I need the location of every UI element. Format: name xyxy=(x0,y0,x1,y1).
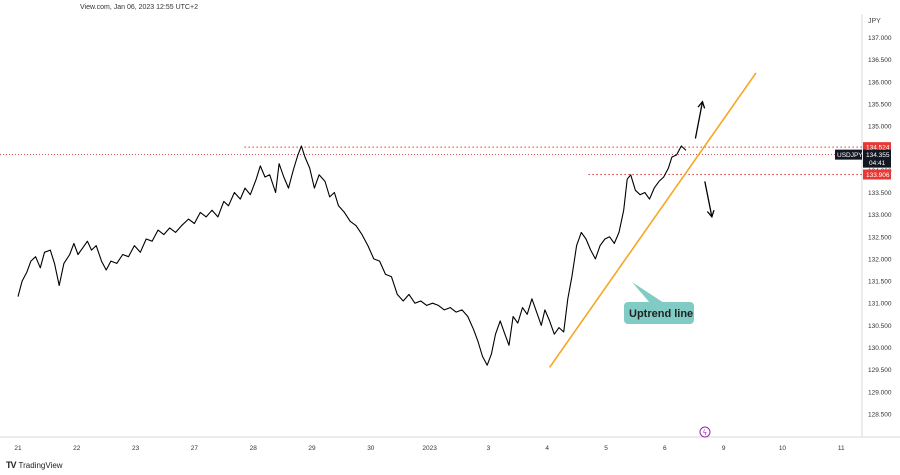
time-axis-labels: 21 22 23 27 28 29 30 2023 3 4 5 6 9 10 11 xyxy=(14,445,845,452)
x-tick-label: 5 xyxy=(604,445,608,452)
chart-header: View.com, Jan 06, 2023 12:55 UTC+2 xyxy=(80,4,198,11)
uptrend-line xyxy=(548,72,757,368)
support-price-text: 133.906 xyxy=(866,172,890,179)
brand-name: TradingView xyxy=(18,460,63,470)
resistance-price-text: 134.524 xyxy=(866,145,890,152)
x-tick-label: 29 xyxy=(308,445,316,452)
x-tick-label: 9 xyxy=(722,445,726,452)
y-tick-label: 129.500 xyxy=(868,367,892,374)
uptrend-line-layer[interactable] xyxy=(548,72,757,368)
x-tick-label: 23 xyxy=(132,445,140,452)
y-tick-label: 133.500 xyxy=(868,190,892,197)
y-tick-label: 131.500 xyxy=(868,279,892,286)
x-tick-label: 30 xyxy=(367,445,375,452)
callout-text: Uptrend line xyxy=(629,308,693,320)
callout-pointer xyxy=(632,282,664,303)
series-layer xyxy=(17,145,687,366)
y-tick-label: 129.000 xyxy=(868,389,892,396)
y-tick-label: 137.000 xyxy=(868,35,892,42)
tradingview-logo-icon: TV xyxy=(6,460,16,470)
y-tick-label: 135.500 xyxy=(868,101,892,108)
y-tick-label: 136.500 xyxy=(868,57,892,64)
x-tick-label: 21 xyxy=(14,445,22,452)
callout-box xyxy=(624,302,694,324)
price-axis-labels: 137.000136.500136.000135.500135.000134.0… xyxy=(868,35,892,418)
uptrend-callout: Uptrend line xyxy=(624,282,694,324)
y-tick-label: 133.000 xyxy=(868,212,892,219)
y-tick-label: 136.000 xyxy=(868,79,892,86)
y-tick-label: 132.500 xyxy=(868,234,892,241)
x-tick-label: 4 xyxy=(545,445,549,452)
symbol-text: USDJPY xyxy=(837,152,863,159)
arrow-up-icon xyxy=(697,100,706,109)
y-tick-label: 130.000 xyxy=(868,345,892,352)
horizontal-levels xyxy=(0,146,862,176)
x-tick-label: 28 xyxy=(250,445,258,452)
y-tick-label: 128.500 xyxy=(868,411,892,418)
x-tick-label: 27 xyxy=(191,445,199,452)
arrow-up-shaft xyxy=(694,101,704,139)
resistance-price-tag xyxy=(863,142,891,153)
y-tick-label: 135.000 xyxy=(868,124,892,131)
x-tick-label: 6 xyxy=(663,445,667,452)
current-price-text: 134.355 xyxy=(866,152,890,159)
arrow-down-icon xyxy=(706,209,715,219)
x-tick-label: 10 xyxy=(779,445,787,452)
price-unit-label: JPY xyxy=(868,18,881,25)
y-tick-label: 130.500 xyxy=(868,323,892,330)
tradingview-brand: TV TradingView xyxy=(6,460,63,470)
x-tick-label: 3 xyxy=(487,445,491,452)
svg-text:ϟ: ϟ xyxy=(703,429,708,437)
flash-icon[interactable]: ϟ xyxy=(699,426,711,438)
usdjpy-price-line xyxy=(17,145,687,366)
countdown-text: 04:41 xyxy=(869,160,886,167)
current-price-tag xyxy=(863,149,891,168)
x-tick-label: 22 xyxy=(73,445,81,452)
support-price-tag xyxy=(863,169,891,180)
symbol-tag xyxy=(835,149,862,160)
y-tick-label: 132.000 xyxy=(868,256,892,263)
x-tick-label: 11 xyxy=(838,445,845,452)
x-tick-label: 2023 xyxy=(422,445,437,452)
y-tick-label: 131.000 xyxy=(868,301,892,308)
arrows-layer xyxy=(694,100,715,219)
arrow-down-shaft xyxy=(704,181,713,217)
axis-lines xyxy=(0,14,900,438)
